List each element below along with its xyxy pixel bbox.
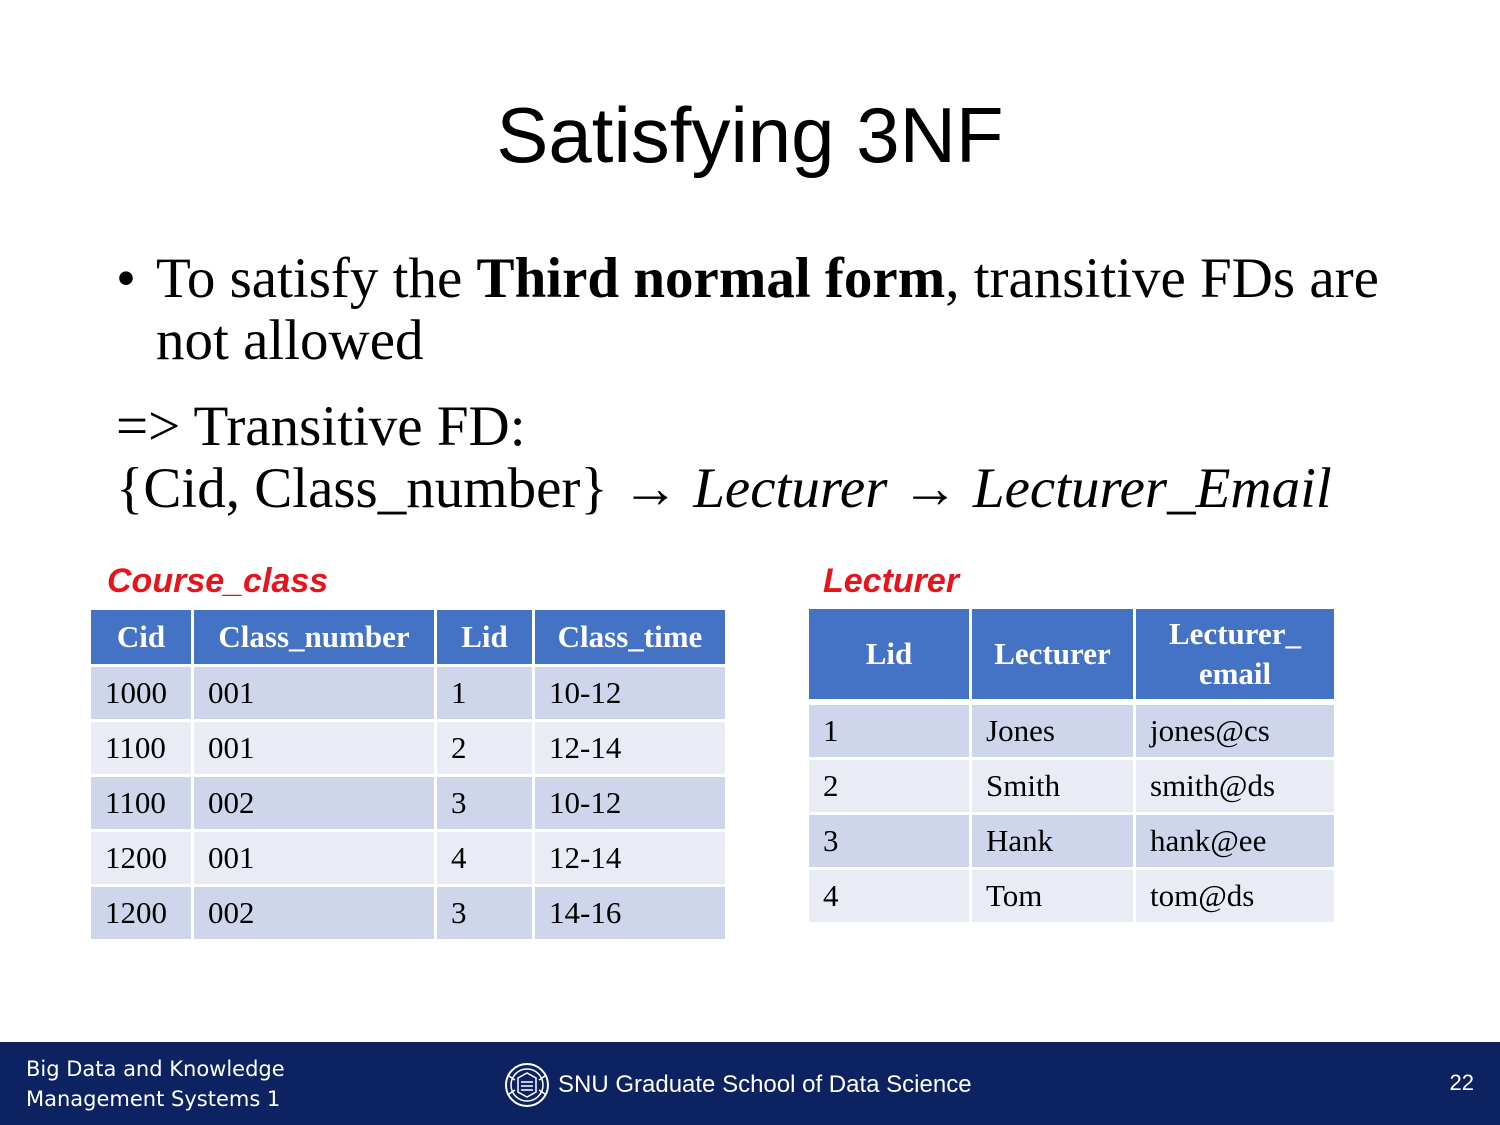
table-cell: 2 xyxy=(437,719,535,774)
column-header-lecturer-email: Lecturer_ email xyxy=(1136,609,1334,705)
table-cell: 002 xyxy=(194,884,437,939)
column-header-lid: Lid xyxy=(437,610,535,664)
table-cell: Tom xyxy=(972,867,1136,922)
slide-title: Satisfying 3NF xyxy=(496,91,1004,179)
table-cell: 1 xyxy=(809,705,972,757)
table-row: 1000 001 1 10-12 xyxy=(91,664,725,719)
page-number: 22 xyxy=(1449,1070,1474,1095)
column-header-class-time: Class_time xyxy=(535,610,725,664)
course-name-line-1: Big Data and Knowledge xyxy=(26,1057,285,1081)
table-cell: 10-12 xyxy=(535,774,725,829)
table-cell: 1100 xyxy=(91,774,194,829)
table-row: 1200 001 4 12-14 xyxy=(91,829,725,884)
table-cell: 001 xyxy=(194,719,437,774)
table-cell: 14-16 xyxy=(535,884,725,939)
fd-arrow-2: → xyxy=(887,457,973,520)
table-cell: 3 xyxy=(437,884,535,939)
table-cell: 12-14 xyxy=(535,829,725,884)
table-cell: jones@cs xyxy=(1136,705,1334,757)
bullet-text-after: , transitive FDs are not allowed xyxy=(156,247,1379,372)
table-cell: 002 xyxy=(194,774,437,829)
bullet-text-bold: Third normal form xyxy=(476,247,946,310)
table-cell: 10-12 xyxy=(535,664,725,719)
table-cell: 4 xyxy=(437,829,535,884)
table-cell: tom@ds xyxy=(1136,867,1334,922)
table-cell: 3 xyxy=(809,812,972,867)
table-row: 1200 002 3 14-16 xyxy=(91,884,725,939)
table-cell: 1000 xyxy=(91,664,194,719)
table-cell: Hank xyxy=(972,812,1136,867)
transitive-fd-heading: => Transitive FD: xyxy=(116,395,526,458)
table-row: 2 Smith smith@ds xyxy=(809,757,1334,812)
table-cell: 1 xyxy=(437,664,535,719)
table-cell: Smith xyxy=(972,757,1136,812)
course-class-table: Cid Class_number Lid Class_time 1000 001… xyxy=(91,610,725,939)
table-cell: 1200 xyxy=(91,829,194,884)
school-branding: SNU Graduate School of Data Science xyxy=(504,1062,972,1108)
fd-mid: Lecturer xyxy=(693,457,888,520)
fd-lhs: {Cid, Class_number} xyxy=(116,457,622,520)
lecturer-table: Lid Lecturer Lecturer_ email 1 Jones jon… xyxy=(809,609,1334,922)
table-cell: 001 xyxy=(194,829,437,884)
school-name: SNU Graduate School of Data Science xyxy=(558,1071,972,1098)
bullet-text-before: To satisfy the xyxy=(156,247,477,310)
table-cell: 001 xyxy=(194,664,437,719)
table-cell: 4 xyxy=(809,867,972,922)
table-cell: hank@ee xyxy=(1136,812,1334,867)
course-class-label: Course_class xyxy=(107,562,329,600)
transitive-fd-expression: {Cid, Class_number} → Lecturer → Lecture… xyxy=(116,458,1416,520)
lecturer-label: Lecturer xyxy=(823,562,960,600)
column-header-lecturer: Lecturer xyxy=(972,609,1136,705)
table-cell: 12-14 xyxy=(535,719,725,774)
slide-footer: Big Data and Knowledge Management System… xyxy=(0,1042,1500,1125)
table-cell: Jones xyxy=(972,705,1136,757)
course-name: Big Data and Knowledge Management System… xyxy=(26,1054,285,1114)
column-header-cid: Cid xyxy=(91,610,194,664)
table-cell: 1200 xyxy=(91,884,194,939)
table-row: 1100 001 2 12-14 xyxy=(91,719,725,774)
course-name-line-2: Management Systems 1 xyxy=(26,1087,281,1111)
column-header-class-number: Class_number xyxy=(194,610,437,664)
table-row: 1 Jones jones@cs xyxy=(809,705,1334,757)
snu-emblem-icon xyxy=(504,1062,550,1108)
fd-arrow-1: → xyxy=(621,457,694,520)
bullet-text: To satisfy the Third normal form, transi… xyxy=(156,248,1396,372)
table-row: 1100 002 3 10-12 xyxy=(91,774,725,829)
bullet-symbol: • xyxy=(116,247,136,310)
fd-rhs: Lecturer_Email xyxy=(972,457,1332,520)
column-header-lid: Lid xyxy=(809,609,972,705)
table-cell: 3 xyxy=(437,774,535,829)
table-cell: 1100 xyxy=(91,719,194,774)
table-cell: smith@ds xyxy=(1136,757,1334,812)
table-row: 4 Tom tom@ds xyxy=(809,867,1334,922)
table-row: 3 Hank hank@ee xyxy=(809,812,1334,867)
table-cell: 2 xyxy=(809,757,972,812)
